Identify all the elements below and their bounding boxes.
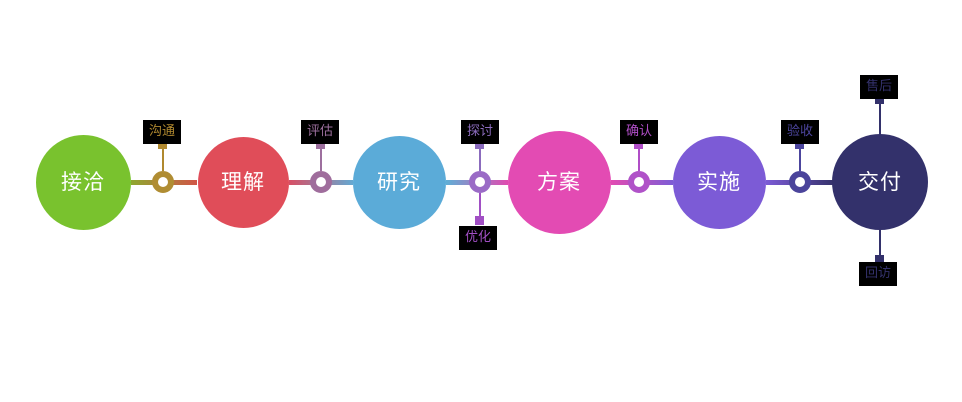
tag-huifang[interactable]: 回访	[859, 262, 898, 286]
tag-shouhou-stem	[879, 99, 881, 135]
connector-ring-5[interactable]	[789, 171, 811, 193]
milestone-node-2[interactable]: 理解	[197, 136, 289, 228]
connector-ring-1[interactable]	[152, 171, 174, 193]
tag-pinggu-stem	[320, 144, 322, 171]
tag-youhua[interactable]: 优化	[459, 226, 498, 250]
milestone-node-5[interactable]: 实施	[672, 135, 766, 229]
milestone-node-label: 实施	[697, 169, 741, 194]
tag-huifang-dot	[875, 255, 884, 264]
tag-youhua-dot	[475, 216, 484, 225]
tag-goutong-dot	[158, 140, 167, 149]
tag-pinggu[interactable]: 评估	[301, 120, 340, 144]
milestone-node-3[interactable]: 研究	[352, 135, 446, 229]
tag-yanshou[interactable]: 验收	[781, 120, 820, 144]
tag-tantao[interactable]: 探讨	[461, 120, 500, 144]
milestone-node-label: 交付	[858, 169, 902, 194]
tag-queren[interactable]: 确认	[620, 120, 659, 144]
milestone-node-label: 方案	[537, 169, 581, 194]
tag-yanshou-dot	[795, 140, 804, 149]
tag-yanshou-stem	[799, 144, 801, 171]
tag-pinggu-dot	[316, 140, 325, 149]
tag-shouhou[interactable]: 售后	[860, 75, 899, 99]
milestone-node-4[interactable]: 方案	[507, 130, 611, 234]
connector-ring-2[interactable]	[310, 171, 332, 193]
milestone-node-label: 接洽	[61, 169, 105, 194]
milestone-node-6[interactable]: 交付	[832, 134, 928, 230]
connector-ring-4[interactable]	[628, 171, 650, 193]
milestone-node-label: 理解	[221, 169, 265, 194]
tag-tantao-stem	[479, 144, 481, 171]
tag-youhua-stem	[479, 193, 481, 220]
tag-huifang-stem	[879, 229, 881, 259]
milestone-node-1[interactable]: 接洽	[35, 134, 131, 230]
tag-goutong-stem	[162, 144, 164, 171]
tag-tantao-dot	[475, 140, 484, 149]
tag-shouhou-dot	[875, 95, 884, 104]
tag-queren-stem	[638, 144, 640, 171]
tag-goutong[interactable]: 沟通	[143, 120, 182, 144]
tag-queren-dot	[634, 140, 643, 149]
connector-ring-3[interactable]	[469, 171, 491, 193]
milestone-node-label: 研究	[377, 169, 421, 194]
